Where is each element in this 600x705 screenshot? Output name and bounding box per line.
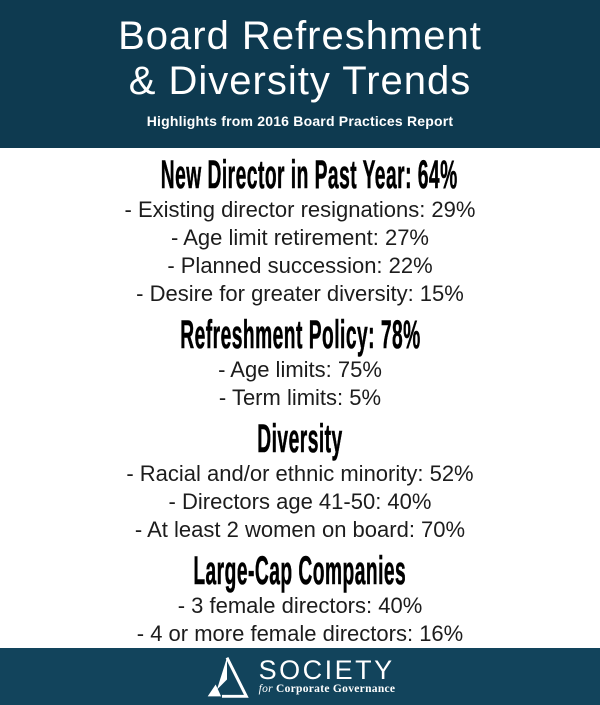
header: Board Refreshment & Diversity Trends Hig… [0, 0, 600, 148]
stat-item: - Planned succession: 22% [167, 253, 433, 278]
stat-item: - Existing director resignations: 29% [124, 197, 476, 222]
society-logo: SOCIETY for Corporate Governance [205, 656, 396, 698]
page-title: Board Refreshment & Diversity Trends [0, 14, 600, 104]
brand-name: SOCIETY [258, 655, 395, 685]
stat-item: - 3 female directors: 40% [177, 593, 423, 618]
footer: SOCIETY for Corporate Governance [0, 648, 600, 705]
content: New Director in Past Year: 64% - Existin… [0, 148, 600, 648]
title-line-1: Board Refreshment [118, 14, 482, 58]
tagline-for: for [258, 683, 273, 695]
stat-item: - At least 2 women on board: 70% [134, 517, 466, 542]
stat-item: - Age limit retirement: 27% [171, 225, 429, 250]
section-refreshment-policy: Refreshment Policy: 78% - Age limits: 75… [0, 314, 600, 412]
stat-item: - Desire for greater diversity: 15% [136, 281, 464, 306]
section-heading-text: New Director in Past Year: 64% [160, 153, 458, 197]
section-large-cap: Large-Cap Companies - 3 female directors… [0, 550, 600, 648]
section-heading-refreshment-policy: Refreshment Policy: 78% [0, 313, 600, 357]
stat-item: - Directors age 41-50: 40% [168, 489, 432, 514]
section-heading-new-director: New Director in Past Year: 64% [0, 153, 600, 197]
section-heading-text: Diversity [257, 417, 343, 461]
stat-item: - Term limits: 5% [218, 385, 382, 410]
section-heading-text: Refreshment Policy: 78% [179, 313, 421, 357]
subtitle: Highlights from 2016 Board Practices Rep… [146, 113, 454, 129]
stat-item: - Age limits: 75% [218, 357, 382, 382]
section-heading-diversity: Diversity [0, 417, 600, 461]
section-heading-large-cap: Large-Cap Companies [0, 549, 600, 593]
title-line-2: & Diversity Trends [128, 59, 472, 103]
brand-tagline: for Corporate Governance [259, 683, 396, 696]
society-triangle-logo-icon [207, 656, 249, 698]
tagline-rest: Corporate Governance [275, 683, 396, 695]
logo-text: SOCIETY for Corporate Governance [259, 657, 396, 696]
stat-item: - 4 or more female directors: 16% [136, 621, 464, 646]
section-heading-text: Large-Cap Companies [193, 549, 407, 593]
section-new-director: New Director in Past Year: 64% - Existin… [0, 154, 600, 308]
section-diversity: Diversity - Racial and/or ethnic minorit… [0, 418, 600, 544]
stat-item: - Racial and/or ethnic minority: 52% [126, 461, 474, 486]
